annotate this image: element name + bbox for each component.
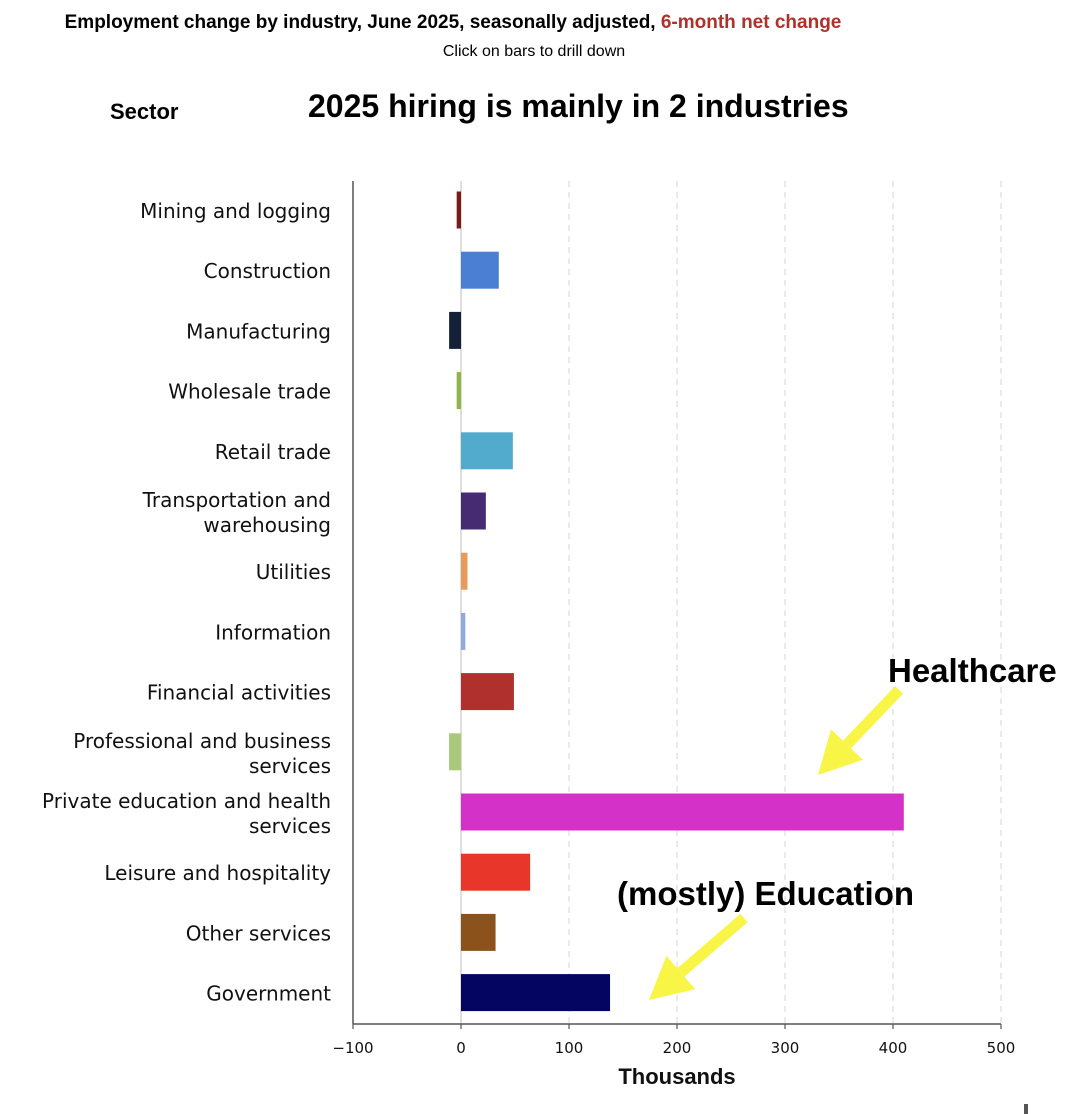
- category-label: Financial activities: [147, 681, 331, 705]
- chart-header: Employment change by industry, June 2025…: [0, 12, 906, 34]
- x-tick-label: 100: [555, 1039, 584, 1057]
- category-label: Mining and logging: [140, 199, 331, 223]
- chart-title-highlight: 6-month net change: [660, 12, 842, 33]
- category-label: Wholesale trade: [168, 380, 331, 404]
- category-label: Private education and health: [42, 789, 331, 813]
- education-arrow-shaft: [677, 913, 748, 977]
- annotation-healthcare: Healthcare: [888, 652, 1057, 689]
- bar-government[interactable]: [461, 974, 611, 1012]
- bar-leisure-and-hospitality[interactable]: [461, 853, 531, 891]
- bar-professional-and-business-services[interactable]: [449, 733, 461, 771]
- category-label: Professional and business: [73, 729, 331, 753]
- annotation-education: (mostly) Education: [617, 875, 914, 912]
- x-tick-label: 200: [663, 1039, 692, 1057]
- bar-information[interactable]: [461, 612, 466, 650]
- x-tick-label: 0: [456, 1039, 466, 1057]
- bar-utilities[interactable]: [461, 552, 468, 590]
- drilldown-hint: Click on bars to drill down: [442, 43, 626, 60]
- bar-other-services[interactable]: [461, 913, 496, 951]
- category-label: Manufacturing: [186, 319, 331, 343]
- bar-wholesale-trade[interactable]: [456, 372, 461, 410]
- x-tick-label: 300: [771, 1039, 800, 1057]
- bar-private-education-and-health-services[interactable]: [461, 793, 904, 831]
- bar-transportation-and-warehousing[interactable]: [461, 492, 486, 530]
- healthcare-arrow-shaft: [842, 686, 903, 749]
- category-label: Other services: [186, 921, 331, 945]
- sector-axis-label: Sector: [110, 99, 179, 124]
- bar-mining-and-logging[interactable]: [456, 191, 461, 229]
- category-label: services: [249, 814, 331, 838]
- bar-financial-activities[interactable]: [461, 673, 514, 711]
- bar-retail-trade[interactable]: [461, 432, 513, 470]
- category-label: Construction: [204, 259, 331, 283]
- category-label: warehousing: [203, 513, 331, 537]
- headline: 2025 hiring is mainly in 2 industries: [308, 88, 849, 124]
- category-label: Leisure and hospitality: [104, 861, 331, 885]
- category-label: Transportation and: [142, 488, 331, 512]
- category-label: Government: [206, 982, 331, 1006]
- x-axis-title: Thousands: [618, 1064, 735, 1089]
- category-label: services: [249, 754, 331, 778]
- bar-manufacturing[interactable]: [449, 311, 461, 349]
- x-tick-label: 400: [879, 1039, 908, 1057]
- healthcare-arrow-head: [818, 729, 863, 775]
- chart-title: Employment change by industry, June 2025…: [64, 12, 656, 33]
- corner-mark: [1024, 1104, 1028, 1114]
- education-arrow-head: [649, 955, 696, 1000]
- category-label: Retail trade: [215, 440, 331, 464]
- category-label: Information: [215, 620, 331, 644]
- category-label: Utilities: [256, 560, 331, 584]
- bar-construction[interactable]: [461, 251, 499, 289]
- x-tick-label: 500: [987, 1039, 1016, 1057]
- x-tick-label: −100: [332, 1039, 373, 1057]
